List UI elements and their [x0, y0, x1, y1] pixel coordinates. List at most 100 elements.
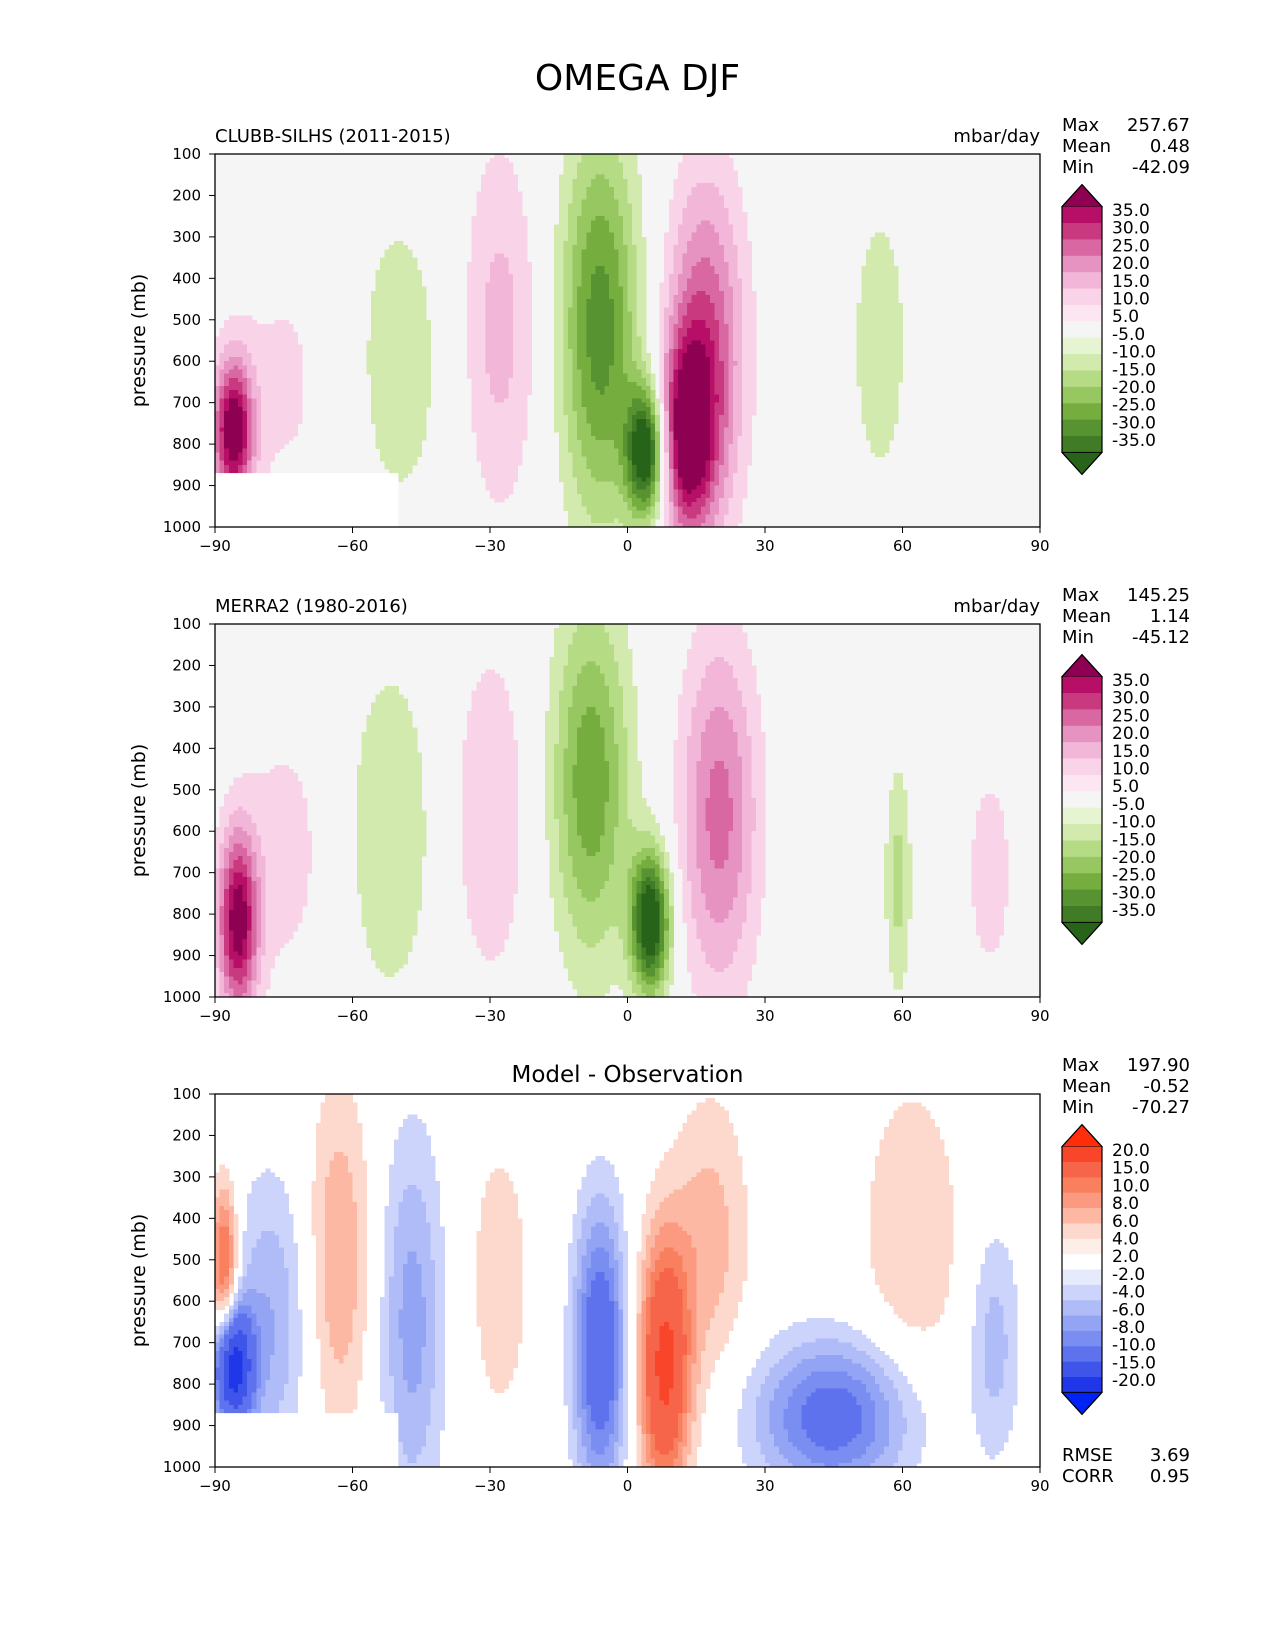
- contour-cell: [256, 419, 262, 424]
- contour-cell: [590, 307, 597, 313]
- contour-cell: [402, 249, 409, 255]
- contour-cell: [664, 265, 670, 271]
- contour-cell: [490, 361, 496, 366]
- contour-cell: [517, 402, 523, 408]
- contour-cell: [297, 398, 303, 404]
- contour-cell: [604, 473, 610, 478]
- contour-cell: [256, 464, 262, 470]
- contour-cell: [636, 199, 642, 205]
- contour-cell: [508, 236, 514, 242]
- contour-cell: [384, 323, 390, 329]
- contour-cell: [499, 307, 505, 313]
- contour-cell: [407, 261, 413, 267]
- contour-cell: [600, 187, 606, 192]
- contour-cell: [577, 377, 583, 383]
- contour-cell: [421, 435, 427, 441]
- contour-cell: [499, 419, 505, 424]
- contour-cell: [407, 352, 413, 358]
- contour-cell: [613, 410, 619, 416]
- contour-cell: [700, 473, 707, 478]
- contour-cell: [499, 203, 505, 209]
- contour-cell: [700, 468, 707, 474]
- contour-cell: [572, 369, 578, 375]
- contour-cell: [265, 369, 271, 375]
- contour-cell: [370, 290, 377, 296]
- contour-cell: [260, 427, 267, 433]
- contour-cell: [609, 311, 615, 317]
- contour-cell: [512, 373, 519, 379]
- contour-cell: [494, 357, 500, 362]
- contour-cell: [421, 369, 427, 375]
- contour-cell: [366, 365, 372, 371]
- contour-cell: [664, 522, 670, 528]
- contour-cell: [595, 257, 601, 263]
- contour-cell: [696, 468, 702, 474]
- contour-cell: [586, 257, 592, 263]
- contour-cell: [682, 522, 688, 528]
- contour-cell: [490, 323, 496, 329]
- contour-cell: [572, 448, 578, 453]
- contour-cell: [668, 398, 674, 404]
- contour-cell: [389, 348, 395, 354]
- contour-cell: [613, 452, 619, 458]
- contour-cell: [618, 311, 624, 317]
- contour-cell: [604, 468, 610, 474]
- contour-cell: [490, 348, 496, 354]
- contour-cell: [480, 199, 487, 205]
- contour-cell: [577, 497, 583, 503]
- contour-cell: [421, 410, 427, 416]
- contour-cell: [609, 286, 615, 292]
- contour-cell: [402, 278, 409, 284]
- contour-cell: [590, 348, 597, 354]
- contour-cell: [618, 485, 624, 491]
- contour-cell: [494, 290, 500, 296]
- contour-cell: [215, 402, 221, 408]
- contour-cell: [567, 187, 574, 192]
- contour-cell: [636, 365, 642, 371]
- contour-cell: [586, 489, 592, 495]
- contour-cell: [375, 328, 381, 333]
- contour-cell: [622, 477, 629, 483]
- contour-cell: [563, 274, 569, 279]
- contour-cell: [700, 265, 707, 271]
- contour-cell: [567, 464, 574, 470]
- contour-cell: [215, 419, 221, 424]
- contour-cell: [590, 377, 597, 383]
- contour-cell: [494, 195, 500, 201]
- contour-cell: [682, 477, 688, 483]
- contour-cell: [219, 369, 225, 375]
- contour-cell: [480, 315, 487, 321]
- contour-cell: [673, 183, 679, 188]
- contour-cell: [705, 369, 711, 375]
- contour-cell: [590, 444, 597, 449]
- contour-cell: [687, 299, 693, 304]
- contour-cell: [590, 290, 597, 296]
- contour-cell: [604, 236, 610, 242]
- contour-cell: [613, 464, 619, 470]
- contour-cell: [274, 410, 280, 416]
- contour-cell: [503, 166, 509, 172]
- contour-cell: [632, 464, 638, 470]
- contour-cell: [586, 390, 592, 395]
- contour-cell: [563, 154, 569, 159]
- contour-cell: [632, 365, 638, 371]
- contour-cell: [224, 340, 230, 346]
- contour-cell: [467, 307, 473, 313]
- contour-cell: [393, 311, 399, 317]
- contour-cell: [476, 241, 482, 246]
- contour-cell: [687, 340, 693, 346]
- contour-cell: [581, 361, 587, 366]
- contour-cell: [471, 286, 477, 292]
- contour-cell: [407, 410, 413, 416]
- contour-cell: [256, 373, 262, 379]
- contour-cell: [522, 415, 528, 420]
- contour-cell: [627, 236, 633, 242]
- contour-cell: [242, 328, 248, 333]
- contour-cell: [595, 352, 601, 358]
- contour-cell: [595, 427, 601, 433]
- contour-cell: [577, 328, 583, 333]
- contour-cell: [412, 419, 418, 424]
- contour-cell: [696, 439, 702, 445]
- contour-cell: [632, 477, 638, 483]
- contour-cell: [641, 394, 647, 400]
